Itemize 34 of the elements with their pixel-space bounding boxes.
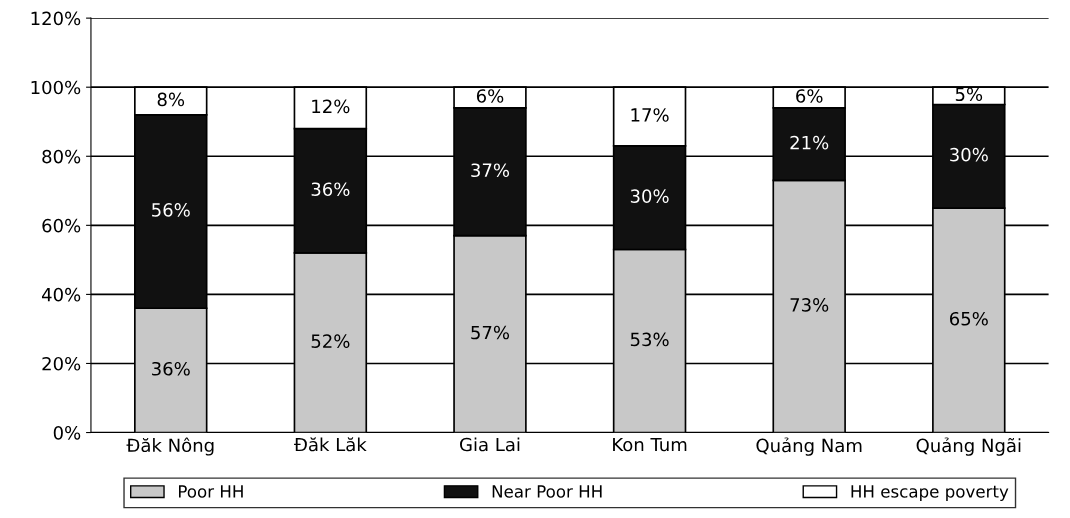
data-label: 6% — [796, 89, 823, 103]
y-tick-label: 0% — [53, 425, 81, 440]
data-label: 36% — [152, 361, 190, 376]
y-tick-label: 60% — [42, 218, 81, 233]
data-label: 17% — [631, 108, 669, 122]
legend-label: HH escape poverty — [851, 485, 1009, 501]
x-tick-label: Kon Tum — [613, 437, 687, 452]
y-tick-label: 20% — [42, 356, 81, 371]
data-label: 52% — [311, 334, 350, 348]
x-tick-label: Đăk Lăk — [294, 437, 367, 452]
x-tick-label: Đăk Nông — [126, 437, 214, 456]
data-label: 73% — [790, 298, 829, 312]
data-label: 6% — [476, 89, 504, 103]
data-label: 30% — [630, 189, 669, 203]
data-label: 57% — [471, 325, 510, 340]
data-label: 12% — [312, 99, 350, 114]
data-label: 30% — [950, 147, 988, 162]
y-tick-label: 80% — [42, 149, 81, 164]
data-label: 37% — [471, 163, 510, 178]
data-label: 36% — [311, 182, 350, 197]
data-label: 65% — [949, 311, 988, 326]
data-label: 56% — [152, 203, 190, 217]
y-tick-label: 100% — [31, 80, 81, 95]
legend-label: Near Poor HH — [492, 485, 602, 498]
data-label: 53% — [630, 332, 669, 347]
legend-label: Poor HH — [179, 485, 243, 498]
x-tick-label: Gia Lai — [460, 437, 520, 452]
data-label: 5% — [955, 87, 983, 102]
x-tick-label: Quảng Ngãi — [916, 437, 1021, 456]
data-label: 21% — [790, 135, 829, 150]
y-tick-label: 40% — [41, 287, 81, 302]
data-label: 8% — [157, 92, 185, 107]
x-tick-label: Quảng Nam — [756, 437, 862, 456]
y-tick-label: 120% — [31, 11, 81, 26]
